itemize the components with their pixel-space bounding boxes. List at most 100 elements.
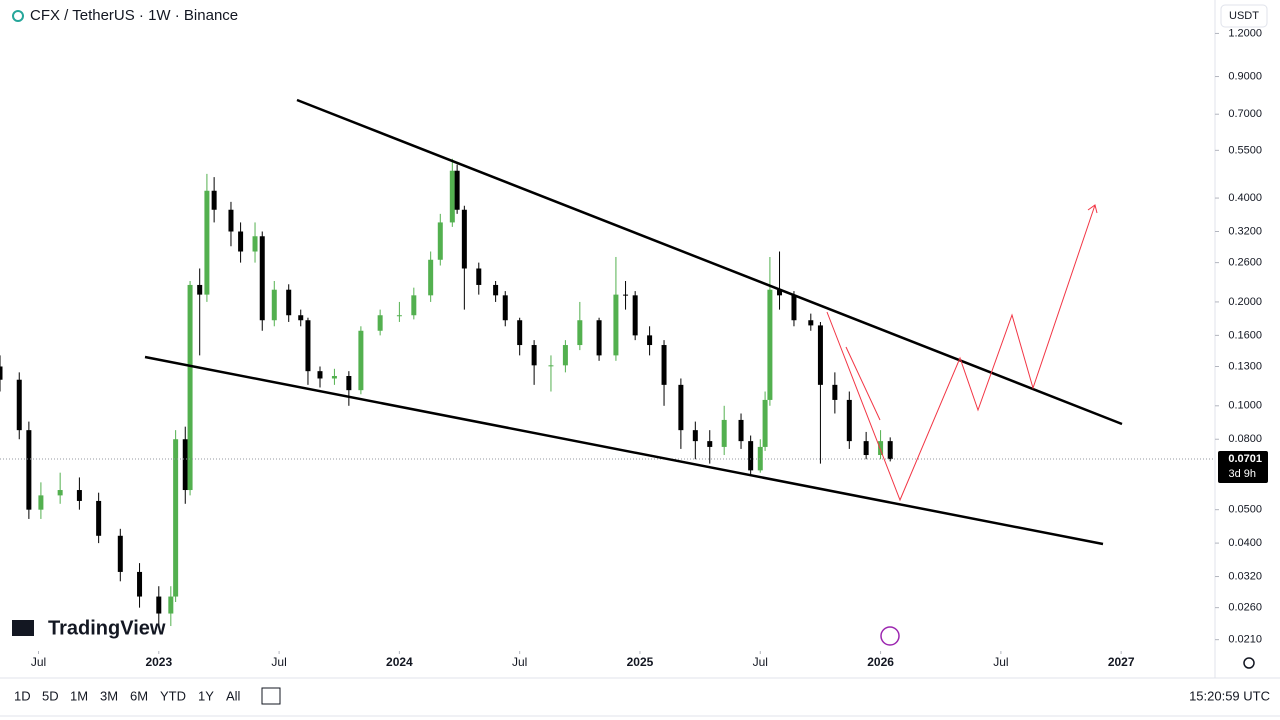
candle-body xyxy=(817,325,823,385)
candle-body xyxy=(317,371,323,379)
settings-icon[interactable] xyxy=(1243,657,1255,669)
y-tick-label: 0.4000 xyxy=(1228,192,1262,204)
candle-body xyxy=(531,345,537,366)
x-tick-label: 2025 xyxy=(627,655,654,669)
logo-icon xyxy=(12,620,34,636)
y-tick-label: 0.2000 xyxy=(1228,296,1262,308)
candle-body xyxy=(632,295,638,336)
candle-body xyxy=(156,596,162,614)
range-button[interactable]: 5D xyxy=(42,688,59,703)
candle-body xyxy=(197,284,203,295)
candle-body xyxy=(271,289,277,321)
candle-body xyxy=(678,384,684,431)
candle-body xyxy=(137,571,143,597)
y-tick-label: 0.7000 xyxy=(1228,108,1262,120)
candle-body xyxy=(252,236,258,252)
candle-body xyxy=(493,284,499,296)
logo: TradingView xyxy=(48,617,166,639)
range-button[interactable]: 3M xyxy=(100,688,118,703)
x-tick-label: 2026 xyxy=(867,655,894,669)
y-tick-label: 0.0260 xyxy=(1228,602,1262,614)
candle-body xyxy=(428,259,434,296)
range-buttons: 1D 5D 1M 3M 6M YTD 1Y All xyxy=(14,688,241,703)
last-price-label: 0.0701 xyxy=(1228,453,1262,465)
candle-body xyxy=(411,295,417,316)
candle-body xyxy=(346,376,352,391)
candle-body xyxy=(396,315,402,317)
candle-body xyxy=(26,430,32,510)
candle-body xyxy=(204,190,210,295)
candle-body xyxy=(721,419,727,447)
candle-body xyxy=(377,315,383,331)
upper-trend-line xyxy=(296,98,1123,426)
x-tick-label: Jul xyxy=(271,655,286,669)
y-tick-label: 0.3200 xyxy=(1228,225,1262,237)
projection-arrow xyxy=(1087,204,1098,214)
candle-body xyxy=(502,295,508,321)
y-tick-label: 0.0800 xyxy=(1228,433,1262,445)
x-tick-label: Jul xyxy=(512,655,527,669)
y-tick-label: 0.9000 xyxy=(1228,70,1262,82)
chart-title: CFX / TetherUS · 1W · Binance xyxy=(30,7,238,24)
candle-body xyxy=(437,222,443,260)
y-tick-label: 0.0210 xyxy=(1228,634,1262,646)
candle-body xyxy=(767,289,773,400)
candle-body xyxy=(832,384,838,400)
y-tick-label: 1.2000 xyxy=(1228,27,1262,39)
currency[interactable]: USDT xyxy=(1229,10,1259,22)
x-tick-label: 2024 xyxy=(386,655,413,669)
range-button[interactable]: 1Y xyxy=(198,688,214,703)
candle-body xyxy=(168,596,174,614)
y-tick-label: 0.0500 xyxy=(1228,504,1262,516)
candle-body xyxy=(707,441,713,447)
y-tick-label: 0.0400 xyxy=(1228,537,1262,549)
range-button[interactable]: 1M xyxy=(70,688,88,703)
x-tick-label: 2027 xyxy=(1108,655,1135,669)
range-button[interactable]: All xyxy=(226,688,241,703)
symbol-icon xyxy=(12,10,24,22)
candle-body xyxy=(305,320,311,372)
date-range-icon[interactable] xyxy=(261,687,281,705)
y-tick-label: 0.0320 xyxy=(1228,570,1262,582)
candle-body xyxy=(548,365,554,367)
candle-body xyxy=(791,295,797,321)
candle-body xyxy=(228,209,234,232)
range-button[interactable]: YTD xyxy=(160,688,186,703)
candle-body xyxy=(16,379,22,431)
candle-body xyxy=(692,430,698,442)
candle-body xyxy=(762,399,768,447)
x-tick-label: Jul xyxy=(993,655,1008,669)
y-tick-label: 0.1300 xyxy=(1228,360,1262,372)
candle-body xyxy=(577,320,583,346)
x-tick-label: Jul xyxy=(31,655,46,669)
candle-body xyxy=(449,170,455,223)
range-button[interactable]: 6M xyxy=(130,688,148,703)
candle-body xyxy=(298,315,304,321)
currency-button[interactable] xyxy=(1220,4,1268,28)
projection-drop xyxy=(845,346,881,421)
candle-body xyxy=(211,190,217,210)
y-tick-label: 0.5500 xyxy=(1228,144,1262,156)
candle-body xyxy=(517,320,523,346)
countdown: 3d 9h xyxy=(1228,468,1256,480)
candle-body xyxy=(57,490,63,496)
candle-body xyxy=(863,441,869,456)
range-button[interactable]: 1D xyxy=(14,688,31,703)
candle-body xyxy=(38,495,44,510)
plot-area: 1.2000 0.9000 0.7000 0.5500 0.4000 0.3200 0.26… xyxy=(0,27,1268,669)
candle-body xyxy=(173,439,179,597)
candle-body xyxy=(476,268,482,285)
lower-trend-line xyxy=(144,355,1104,546)
candle-body xyxy=(878,441,884,456)
candle-body xyxy=(647,335,653,346)
candle-body xyxy=(846,399,852,442)
candle-body xyxy=(661,345,667,385)
x-tick-label: 2023 xyxy=(145,655,172,669)
candle-body xyxy=(562,345,568,366)
candle-body xyxy=(76,490,82,501)
event-icon[interactable] xyxy=(880,626,900,646)
candle-body xyxy=(461,209,467,269)
